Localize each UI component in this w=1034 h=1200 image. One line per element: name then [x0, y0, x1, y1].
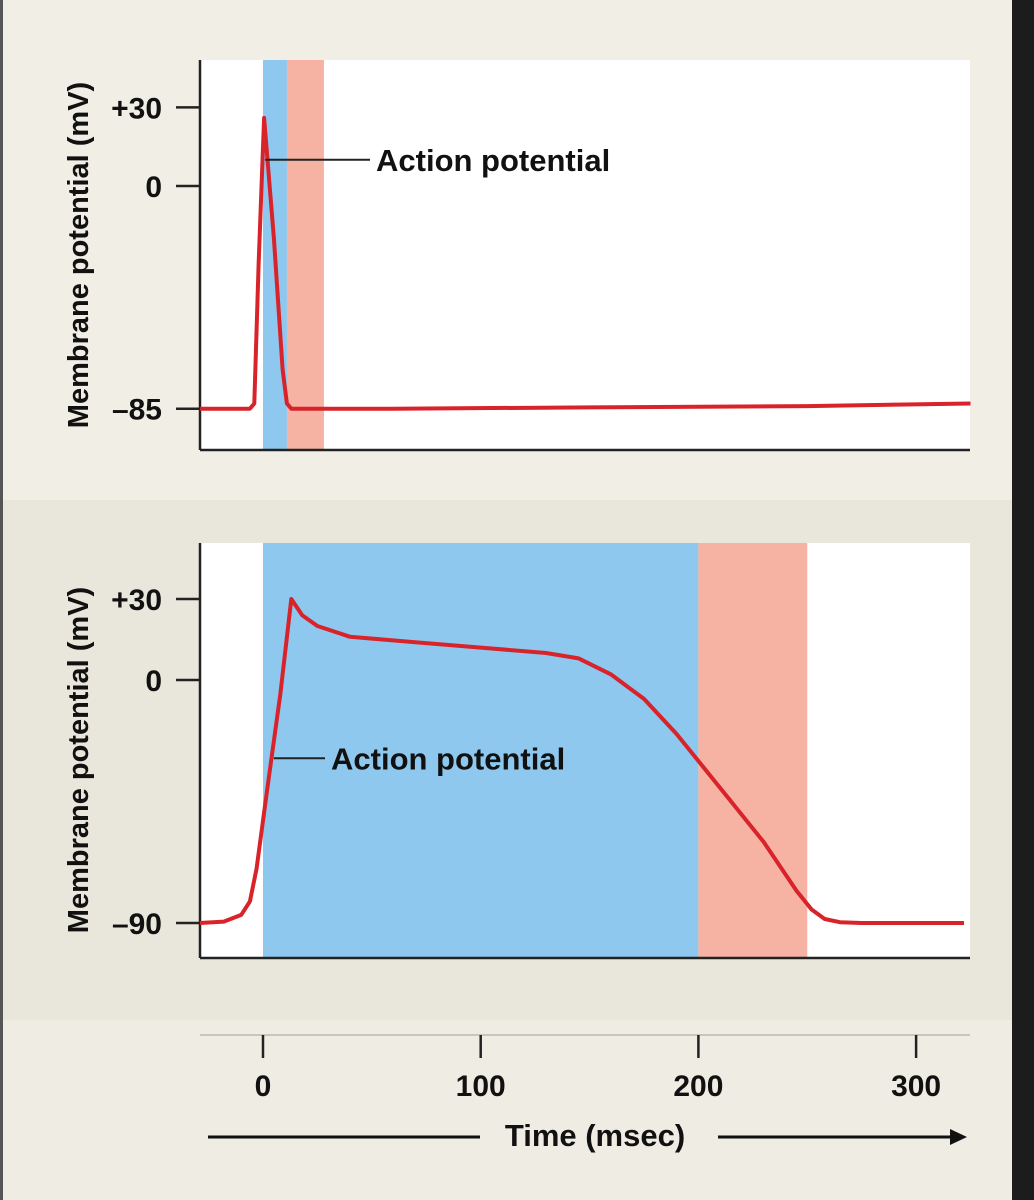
refractory-region — [286, 60, 324, 450]
plot-area — [200, 60, 970, 450]
top-chart: +30 0 –85 Action potential Membrane potentia… — [63, 60, 971, 452]
right-border — [1012, 0, 1034, 1200]
y-tick-label: +30 — [111, 92, 162, 125]
y-axis-label: Membrane potential (mV) — [63, 587, 95, 933]
y-tick-label: 0 — [145, 665, 162, 698]
y-tick-label: –85 — [112, 394, 162, 427]
refractory-region — [698, 543, 808, 958]
annotation-label: Action potential — [331, 741, 565, 776]
left-border — [0, 0, 3, 1200]
y-axis-label: Membrane potential (mV) — [63, 82, 95, 428]
x-tick-label: 100 — [456, 1070, 506, 1103]
x-tick-label: 0 — [255, 1070, 272, 1103]
time-arrow-head-icon — [950, 1129, 967, 1145]
x-tick-label: 200 — [673, 1070, 723, 1103]
annotation-label: Action potential — [376, 143, 610, 178]
membrane-potential-line — [199, 115, 971, 411]
y-tick-label: +30 — [111, 584, 162, 617]
y-tick-label: –90 — [112, 908, 162, 941]
x-axis: 0 100 200 300 — [200, 1034, 970, 1145]
x-tick-label: 300 — [891, 1070, 941, 1103]
bottom-chart: +30 0 –90 Action potential Membrane potentia… — [63, 543, 970, 960]
depolarization-region — [263, 543, 699, 958]
membrane-potential-line — [199, 597, 964, 925]
y-tick-label: 0 — [145, 171, 162, 204]
x-axis-label: Time (msec) — [505, 1118, 685, 1153]
